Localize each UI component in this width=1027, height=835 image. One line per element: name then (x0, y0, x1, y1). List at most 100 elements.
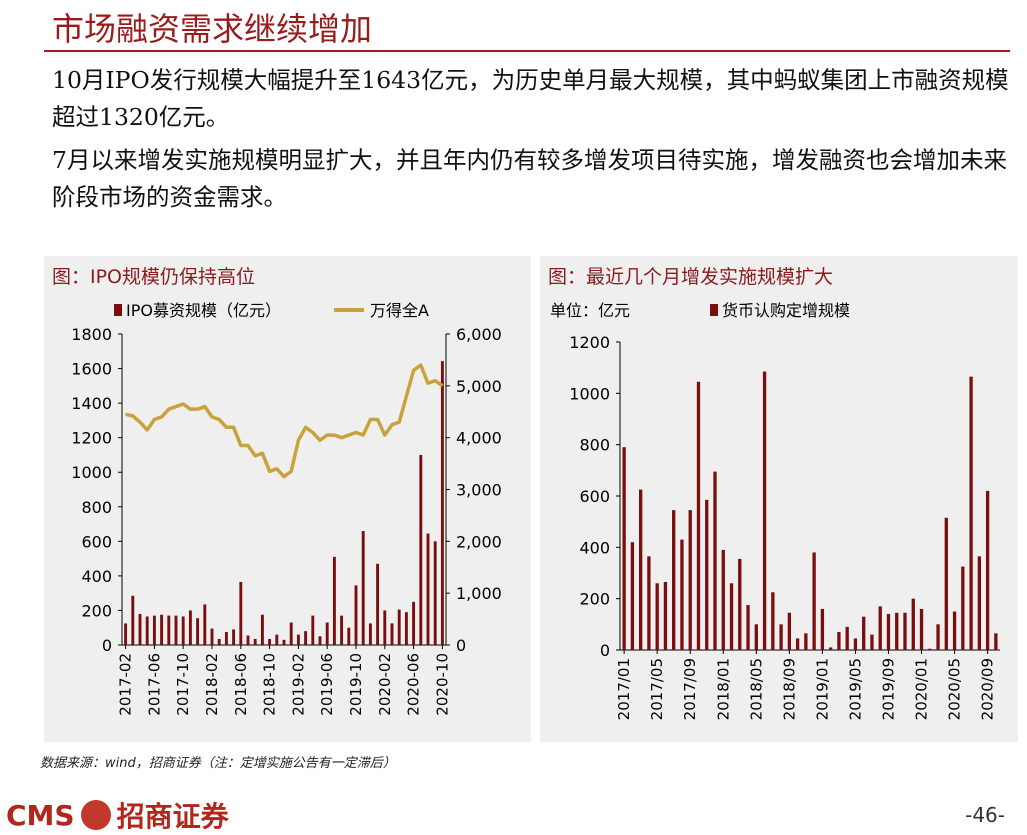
x-tick-label: 2017/05 (648, 658, 666, 720)
bar (224, 632, 228, 645)
bar (160, 614, 164, 645)
bar (361, 530, 365, 645)
x-tick-label: 2017/01 (615, 658, 633, 720)
slide-title: 市场融资需求继续增加 (52, 10, 373, 48)
bar (268, 638, 272, 645)
bar (762, 371, 767, 650)
x-tick-label: 2019/05 (846, 658, 864, 720)
y-tick-label: 1400 (71, 394, 112, 413)
bar (663, 581, 668, 650)
x-tick-label: 2019-06 (318, 653, 336, 716)
bar (124, 623, 128, 645)
bar (985, 490, 990, 650)
logo-en: CMS (6, 798, 75, 832)
bar (325, 622, 329, 645)
source-note: 数据来源：wind，招商证券（注：定增实施公告有一定滞后） (40, 756, 396, 771)
bar (845, 626, 849, 650)
bar (304, 631, 308, 645)
x-tick-label: 2017-02 (117, 653, 135, 716)
y2-tick-label: 2,000 (456, 532, 502, 551)
bar (837, 632, 841, 650)
bar (419, 454, 423, 645)
bar (390, 623, 394, 645)
legend-swatch (710, 304, 718, 316)
x-tick-label: 2017/09 (681, 658, 699, 720)
x-tick-label: 2019-10 (347, 653, 365, 716)
line (125, 363, 444, 479)
legend-swatch (114, 304, 122, 316)
bar (820, 608, 825, 650)
x-tick-label: 2018/05 (747, 658, 765, 720)
y-tick-label: 400 (579, 538, 610, 557)
bar (282, 639, 286, 645)
title-rule (44, 50, 1010, 52)
bar (713, 471, 717, 650)
bar (829, 647, 833, 650)
y2-tick-label: 5,000 (456, 377, 502, 396)
bar (275, 634, 279, 645)
bar (440, 361, 444, 645)
bar (174, 615, 178, 645)
bar (332, 556, 336, 645)
bar (318, 636, 322, 645)
bar (433, 541, 437, 645)
bar (196, 618, 200, 645)
bar (787, 612, 791, 650)
bar (630, 542, 635, 650)
bar (376, 563, 380, 645)
bar (404, 612, 408, 645)
bar (919, 608, 924, 650)
chart-title: 图：最近几个月增发实施规模扩大 (548, 266, 833, 288)
logo-badge (80, 800, 111, 830)
bar (853, 638, 858, 650)
bar (181, 616, 185, 645)
y-tick-label: 200 (81, 601, 112, 620)
x-tick-label: 2020/09 (979, 658, 997, 720)
bar (680, 539, 684, 650)
bar (746, 605, 750, 650)
bar (804, 633, 808, 650)
bar (260, 614, 264, 645)
x-tick-label: 2018-06 (232, 653, 250, 716)
y-axis-label: 单位：亿元 (550, 301, 630, 320)
page-number: -46- (965, 803, 1005, 827)
bar (167, 615, 171, 645)
y-tick-label: 600 (579, 487, 610, 506)
x-tick-label: 2020-06 (405, 653, 423, 716)
legend-label: 万得全A (370, 301, 429, 320)
bar (903, 612, 907, 650)
bar (203, 604, 207, 645)
bar (412, 601, 416, 645)
bar (688, 510, 692, 650)
bar (145, 616, 149, 645)
x-tick-label: 2019/01 (813, 658, 831, 720)
bar (246, 635, 250, 645)
y-tick-label: 1800 (71, 325, 112, 344)
bar (779, 624, 783, 650)
y2-tick-label: 6,000 (456, 325, 502, 344)
y2-tick-label: 1,000 (456, 584, 502, 603)
y-tick-label: 400 (81, 567, 112, 586)
bar (969, 376, 973, 650)
bar (754, 624, 758, 650)
bar (188, 610, 192, 645)
bar (138, 613, 142, 645)
y-tick-label: 800 (81, 498, 112, 517)
bar (289, 622, 293, 645)
bar (647, 556, 651, 650)
bar (296, 634, 300, 645)
bar (705, 499, 709, 650)
bar (944, 517, 948, 650)
chart-panel (44, 256, 531, 742)
bar (721, 549, 725, 650)
bar (239, 581, 243, 645)
bar (152, 615, 156, 645)
bar (878, 606, 882, 650)
y-tick-label: 200 (579, 590, 610, 609)
bar (771, 592, 775, 650)
bar (354, 585, 358, 645)
bar (347, 627, 351, 645)
bar (812, 552, 816, 650)
y-tick-label: 0 (600, 641, 610, 660)
